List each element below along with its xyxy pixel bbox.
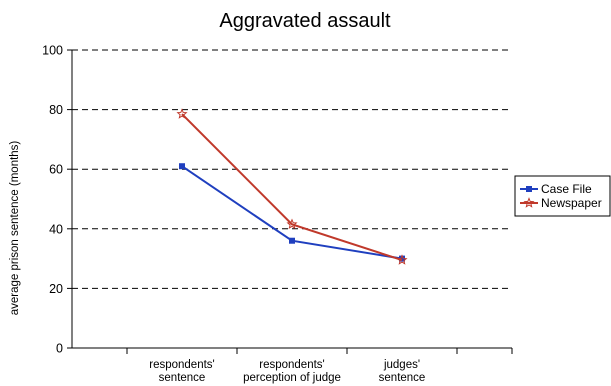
legend-marker <box>526 186 532 192</box>
y-tick-label: 20 <box>49 282 63 296</box>
legend-label: Newspaper <box>541 196 602 210</box>
data-point <box>286 218 298 230</box>
x-tick-label-line: sentence <box>159 372 206 384</box>
y-tick-label: 0 <box>56 342 63 356</box>
series-layer <box>176 108 408 265</box>
legend-box <box>514 175 611 217</box>
series-line <box>181 113 403 262</box>
x-tick-label: respondents' sentence <box>149 359 215 384</box>
data-point <box>176 108 188 119</box>
y-tick-labels: 0 20 40 60 80 100 <box>42 44 63 356</box>
legend-marker <box>523 197 535 208</box>
axes <box>67 49 513 354</box>
x-tick-label: judges' sentence <box>379 359 426 384</box>
y-axis-label: average prison sentence (months) <box>9 141 21 316</box>
x-tick-label-line: respondents' <box>259 359 325 371</box>
x-tick-label-line: respondents' <box>149 359 215 371</box>
y-tick-label: 40 <box>49 222 63 236</box>
x-tick-label-line: sentence <box>379 372 426 384</box>
legend-label: Case File <box>541 182 592 196</box>
y-tick-label: 100 <box>42 44 63 58</box>
series-newspaper <box>176 108 408 265</box>
chart-title: Aggravated assault <box>219 10 391 32</box>
data-point <box>396 254 408 265</box>
x-tick-label-line: perception of judge <box>243 372 341 384</box>
data-point <box>179 163 185 170</box>
series-case-file <box>179 163 405 262</box>
data-point <box>289 237 295 244</box>
series-line <box>181 165 403 260</box>
data-point <box>399 255 405 262</box>
x-tick-label-line: judges' <box>383 359 420 371</box>
y-tick-label: 60 <box>49 163 63 177</box>
gridlines <box>72 49 512 289</box>
x-tick-label: respondents' perception of judge <box>243 359 341 384</box>
y-tick-label: 80 <box>49 103 63 117</box>
